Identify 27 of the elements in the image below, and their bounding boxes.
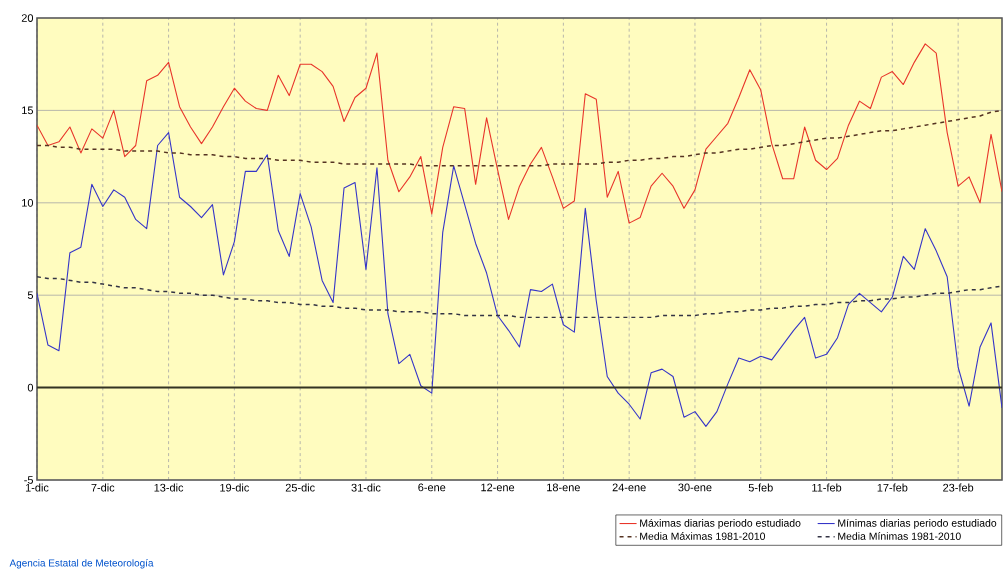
y-tick-label: 5 (27, 291, 34, 300)
y-tick-label: 10 (22, 198, 34, 207)
legend-label: Media Mínimas 1981-2010 (838, 532, 961, 540)
x-tick-label: 24-ene (612, 483, 646, 492)
x-tick-label: 25-dic (285, 483, 315, 492)
legend-label: Media Máximas 1981-2010 (640, 532, 766, 540)
x-tick-label: 12-ene (481, 483, 515, 492)
text: Agencia Estatal de Meteorología (9, 559, 154, 569)
x-tick-label: 23-feb (943, 483, 974, 492)
x-tick-label: 6-ene (418, 483, 446, 492)
x-tick-label: 31-dic (351, 483, 381, 492)
line-series (37, 43, 1002, 224)
x-tick-label: 1-dic (25, 483, 49, 492)
y-tick-label: 20 (21, 14, 34, 22)
x-tick-label: 18-ene (547, 483, 580, 492)
x-tick-label: 30-ene (678, 483, 712, 492)
y-tick-label: -5 (24, 476, 34, 484)
x-tick-label: 5-feb (748, 483, 773, 492)
x-tick-label: 7-dic (91, 483, 115, 492)
y-tick-label: 15 (22, 106, 34, 115)
legend-label: Mínimas diarias periodo estudiado (838, 518, 997, 529)
x-tick-label: 19-dic (220, 483, 250, 492)
x-tick-label: 11-feb (812, 483, 842, 492)
y-tick-label: 0 (27, 383, 34, 392)
x-tick-label: 17-feb (877, 483, 908, 492)
legend-label: Máximas diarias periodo estudiado (640, 518, 801, 529)
x-tick-label: 13-dic (154, 483, 184, 492)
